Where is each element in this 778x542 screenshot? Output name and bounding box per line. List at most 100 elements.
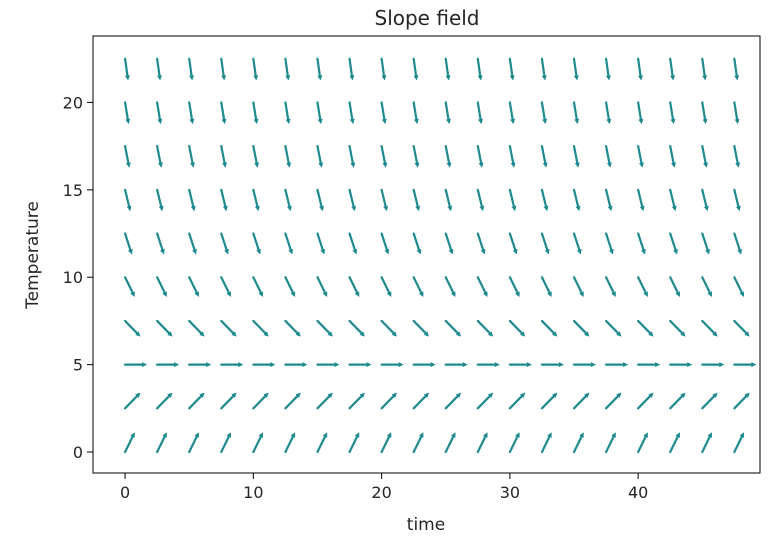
slope-arrow [444, 101, 451, 125]
slope-arrow [123, 188, 132, 212]
slope-arrow [412, 57, 419, 81]
slope-arrow [604, 319, 622, 337]
slope-arrow [252, 188, 260, 212]
slope-arrow [156, 232, 165, 255]
x-tick-label: 20 [371, 483, 391, 502]
slope-arrow [220, 57, 227, 81]
slope-arrow [572, 276, 584, 297]
slope-arrow [701, 188, 709, 212]
slope-arrow [252, 276, 264, 297]
slope-arrow [284, 392, 301, 410]
slope-arrow [412, 432, 424, 454]
slope-arrow [476, 188, 485, 212]
slope-arrow [637, 188, 645, 212]
slope-arrow [508, 319, 526, 337]
slope-arrow [508, 145, 516, 168]
slope-arrow [284, 319, 301, 337]
y-axis: 0 5 10 15 20 [63, 93, 93, 462]
slope-arrow [476, 101, 484, 125]
slope-arrow [284, 276, 296, 297]
slope-arrow [572, 57, 579, 81]
slope-arrow [508, 57, 515, 81]
slope-arrow [669, 276, 680, 297]
x-tick-label: 10 [243, 483, 263, 502]
slope-arrow [540, 392, 558, 410]
slope-arrow [508, 362, 532, 368]
slope-arrow [669, 362, 693, 368]
slope-arrow [156, 101, 163, 125]
slope-arrow [220, 188, 228, 212]
plot-frame [92, 35, 761, 474]
slope-arrow [348, 392, 365, 410]
slope-arrow [156, 188, 164, 212]
slope-arrow [637, 232, 646, 255]
slope-arrow [380, 392, 397, 410]
x-tick-label: 0 [120, 483, 130, 502]
slope-arrow [637, 276, 648, 297]
slope-arrow [316, 101, 323, 125]
slope-arrow [540, 432, 552, 454]
slope-arrow [220, 101, 227, 125]
slope-arrow [701, 362, 725, 368]
slope-arrow [572, 392, 590, 410]
slope-arrow [476, 392, 494, 410]
slope-arrow [123, 57, 130, 81]
slope-arrow [380, 362, 404, 368]
slope-arrow [284, 362, 308, 368]
slope-arrow [476, 319, 494, 337]
arrows-layer [123, 57, 757, 454]
slope-arrow [380, 101, 387, 125]
slope-arrow [412, 362, 436, 368]
slope-arrow [188, 276, 199, 297]
slope-arrow [733, 57, 740, 81]
slope-arrow [572, 145, 580, 168]
slope-arrow [412, 188, 421, 212]
slope-arrow [123, 362, 148, 368]
slope-arrow [284, 188, 292, 212]
slope-arrow [252, 319, 269, 337]
y-tick-label: 5 [73, 356, 83, 375]
slope-arrow [220, 145, 227, 168]
slope-arrow [476, 362, 500, 368]
slope-arrow [604, 392, 622, 410]
slope-arrow [572, 232, 582, 255]
slope-arrow [540, 101, 548, 125]
slope-arrow [348, 319, 365, 337]
slope-arrow [316, 362, 340, 368]
slope-arrow [123, 276, 135, 297]
slope-arrow [508, 392, 526, 410]
slope-arrow [188, 145, 195, 168]
slope-arrow [637, 392, 654, 410]
slope-arrow [604, 57, 611, 81]
slope-arrow [604, 362, 629, 368]
slope-arrow [669, 188, 677, 212]
slope-arrow [604, 145, 612, 168]
slope-arrow [508, 101, 516, 125]
slope-arrow [540, 188, 549, 212]
slope-arrow [220, 319, 237, 337]
slope-arrow [188, 57, 195, 81]
slope-arrow [733, 232, 742, 255]
slope-arrow [669, 57, 676, 81]
slope-arrow [444, 232, 454, 255]
chart-title: Slope field [375, 6, 480, 30]
slope-arrow [444, 57, 451, 81]
slope-arrow [733, 188, 741, 212]
slope-arrow [316, 276, 328, 297]
slope-arrow [669, 432, 680, 454]
x-tick-label: 40 [628, 483, 648, 502]
slope-arrow [444, 188, 453, 212]
slope-arrow [701, 57, 708, 81]
x-axis: 0 10 20 30 40 [120, 473, 648, 502]
slope-arrow [348, 101, 355, 125]
slope-arrow [637, 432, 648, 454]
slope-arrow [252, 145, 260, 168]
slope-arrow [252, 57, 259, 81]
slope-arrow [123, 145, 131, 168]
slope-arrow [316, 188, 324, 212]
slope-arrow [123, 392, 141, 410]
slope-arrow [444, 145, 452, 168]
slope-arrow [476, 276, 488, 297]
slope-arrow [412, 232, 422, 255]
slope-arrow [156, 432, 167, 454]
